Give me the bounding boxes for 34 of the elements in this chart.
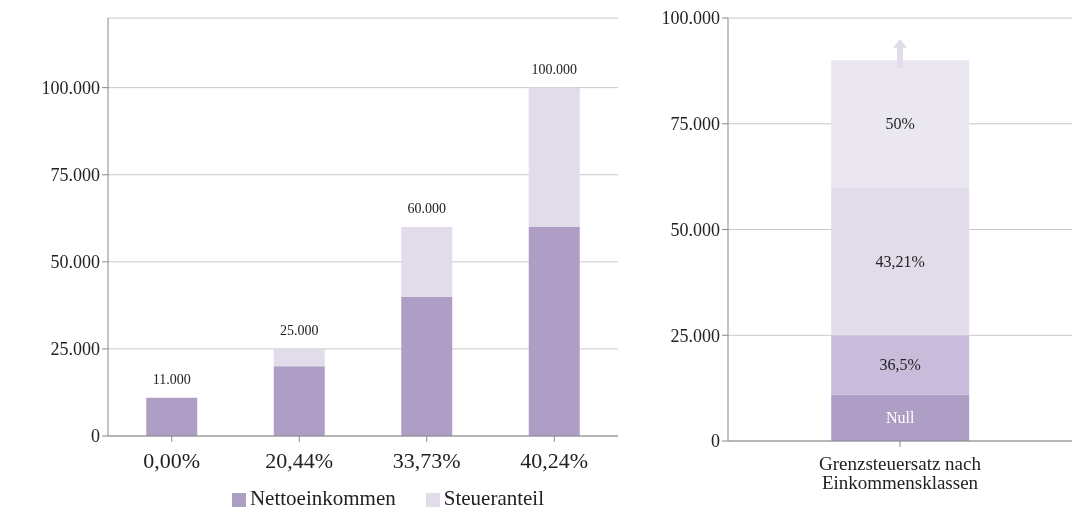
y-tick-label: 50.000 xyxy=(670,219,720,240)
bar xyxy=(146,397,198,436)
legend-label: Nettoeinkommen xyxy=(249,486,396,510)
bar xyxy=(401,227,453,297)
series-label: Null xyxy=(885,409,915,427)
x-tick-label: Grenzsteuersatz nach Einkommensklassen xyxy=(819,453,982,494)
y-tick-label: 0 xyxy=(711,431,720,452)
y-tick-label: 25.000 xyxy=(50,339,100,360)
total-label: 100.000 xyxy=(531,61,577,77)
y-tick-label: 75.000 xyxy=(670,114,720,135)
bar xyxy=(273,348,325,367)
x-tick-label: 33,73% xyxy=(392,447,461,473)
x-tick-label: 40,24% xyxy=(520,447,589,473)
total-label: 25.000 xyxy=(280,322,319,338)
x-tick-label: 0,00% xyxy=(143,447,201,473)
bar xyxy=(831,335,970,395)
y-tick-label: 0 xyxy=(91,426,100,447)
y-tick-label: 100.000 xyxy=(661,8,720,29)
x-tick-label: 20,44% xyxy=(265,447,334,473)
bar xyxy=(831,394,970,441)
y-tick-label: 25.000 xyxy=(670,325,720,346)
bar xyxy=(528,87,580,227)
series-label: 36,5% xyxy=(879,356,921,374)
series-label: 43,21% xyxy=(875,252,925,270)
y-tick-label: 100.000 xyxy=(41,78,100,99)
y-tick-label: 75.000 xyxy=(50,165,100,186)
bar xyxy=(401,296,453,436)
legend-label: Steueranteil xyxy=(443,486,545,510)
series-label: 50% xyxy=(885,115,915,133)
total-label: 11.000 xyxy=(152,371,191,387)
bar xyxy=(528,227,580,436)
total-label: 60.000 xyxy=(407,201,446,216)
bar xyxy=(273,366,325,436)
y-tick-label: 50.000 xyxy=(50,252,100,273)
